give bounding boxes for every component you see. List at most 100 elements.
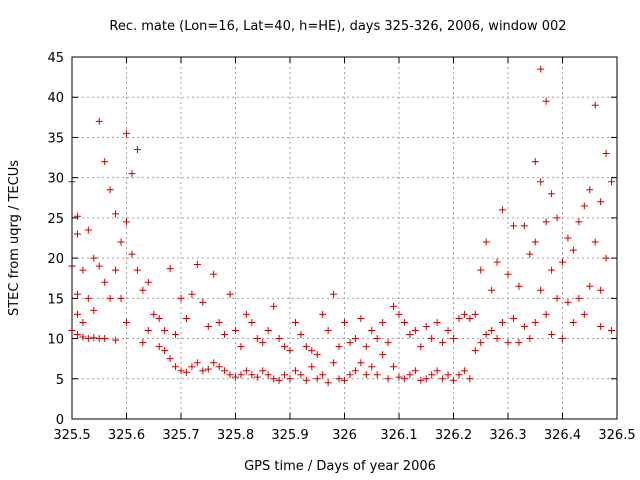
data-point (172, 331, 180, 339)
data-point (330, 290, 338, 298)
data-point (406, 331, 414, 339)
data-point (264, 327, 272, 335)
y-tick-label: 15 (47, 292, 64, 307)
data-point (417, 376, 425, 384)
data-point (270, 375, 278, 383)
data-point (499, 206, 507, 214)
data-point (139, 286, 147, 294)
data-point (73, 310, 81, 318)
data-point (302, 343, 310, 351)
data-point (346, 339, 354, 347)
data-point (117, 294, 125, 302)
data-point (242, 367, 250, 375)
data-point (90, 334, 98, 342)
x-tick-label: 326.2 (435, 428, 472, 443)
data-point (73, 230, 81, 238)
data-point (101, 158, 109, 166)
data-point (215, 318, 223, 326)
data-point (188, 363, 196, 371)
data-point (139, 339, 147, 347)
x-tick-label: 326.4 (544, 428, 581, 443)
data-point (150, 310, 158, 318)
data-point (106, 186, 114, 194)
data-point (597, 322, 605, 330)
data-point (79, 266, 87, 274)
data-point (368, 363, 376, 371)
data-point (548, 331, 556, 339)
data-point (259, 367, 267, 375)
data-point (515, 282, 523, 290)
data-point (493, 335, 501, 343)
data-point (390, 363, 398, 371)
data-point (106, 294, 114, 302)
data-point (531, 158, 539, 166)
data-point (204, 322, 212, 330)
data-point (123, 129, 130, 137)
data-point (537, 286, 545, 294)
data-point (95, 262, 103, 270)
x-axis-label: GPS time / Days of year 2006 (244, 459, 436, 474)
data-point (112, 266, 120, 274)
data-point (291, 318, 299, 326)
data-point (422, 375, 430, 383)
data-point (477, 266, 485, 274)
data-point (84, 335, 92, 343)
data-point (417, 343, 425, 351)
data-point (542, 97, 550, 105)
data-point (101, 335, 109, 343)
data-point (406, 371, 414, 379)
data-point (281, 343, 289, 351)
x-tick-label: 325.5 (53, 428, 90, 443)
data-point (428, 371, 436, 379)
data-point (580, 202, 588, 210)
data-point (237, 371, 245, 379)
data-point (313, 351, 321, 359)
x-tick-label: 326.5 (598, 428, 635, 443)
grid (72, 57, 617, 419)
data-point (90, 254, 98, 262)
data-point (608, 178, 616, 186)
y-tick-label: 0 (56, 413, 64, 428)
data-point (433, 367, 441, 375)
data-point (515, 339, 523, 347)
data-point (368, 327, 376, 335)
data-point (553, 214, 561, 222)
data-point (471, 310, 479, 318)
data-point (548, 190, 556, 198)
data-point (253, 335, 261, 343)
data-point (411, 327, 419, 335)
data-point (608, 327, 616, 335)
y-tick-label: 40 (47, 91, 64, 106)
data-point (411, 367, 419, 375)
data-point (400, 375, 408, 383)
data-point (73, 212, 81, 220)
data-point (177, 294, 185, 302)
data-point (586, 186, 594, 194)
data-point (210, 270, 218, 278)
data-point (341, 318, 348, 326)
data-point (242, 310, 250, 318)
data-point (548, 266, 556, 274)
data-point (450, 335, 457, 343)
data-point (384, 339, 392, 347)
data-point (324, 379, 332, 387)
data-point (133, 146, 141, 154)
data-point (128, 250, 136, 258)
data-point (520, 222, 528, 230)
data-point (569, 318, 577, 326)
data-point (537, 65, 545, 73)
data-point (199, 367, 207, 375)
data-point (199, 298, 207, 306)
data-point (395, 310, 403, 318)
data-point (537, 178, 545, 186)
data-point (308, 363, 316, 371)
data-point (488, 327, 496, 335)
x-tick-label: 326.3 (489, 428, 526, 443)
data-point (226, 290, 234, 298)
data-point (466, 375, 474, 383)
data-point (182, 368, 190, 376)
data-point (237, 343, 245, 351)
data-point (351, 367, 359, 375)
y-tick-label: 5 (56, 373, 64, 388)
data-point (117, 238, 125, 246)
